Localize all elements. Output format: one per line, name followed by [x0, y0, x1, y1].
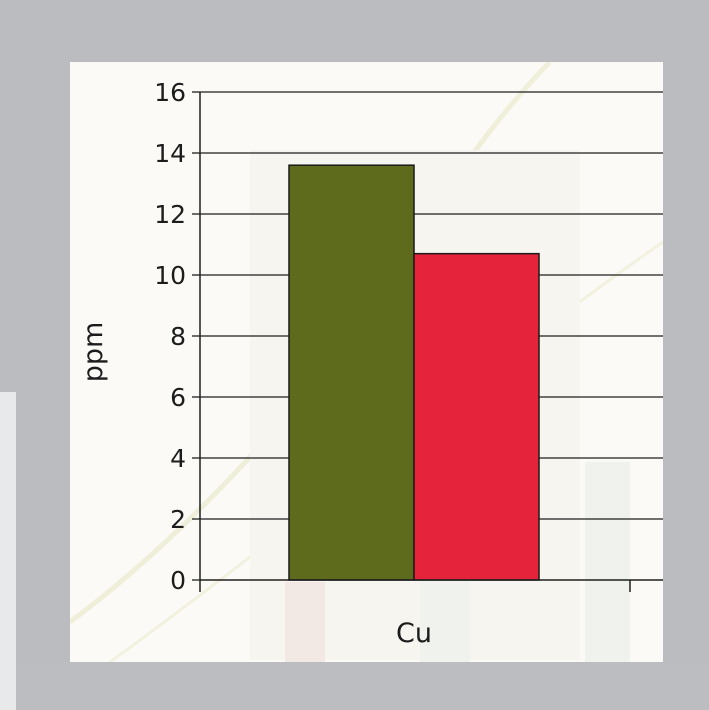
y-tick-label: 8 [170, 322, 186, 351]
bottom-gray-band [16, 662, 709, 710]
bar-series-1-cu [288, 164, 415, 581]
y-tick-label: 14 [154, 139, 186, 168]
y-tick-label: 10 [154, 261, 186, 290]
y-tick-label: 12 [154, 200, 186, 229]
bars [288, 164, 540, 581]
y-axis-title: ppm [78, 322, 109, 383]
y-tick-label: 6 [170, 383, 186, 412]
y-tick-label: 4 [170, 444, 186, 473]
y-tick-labels: 0 2 4 6 8 10 12 14 16 [154, 78, 200, 595]
left-light-strip [0, 392, 16, 710]
y-tick-label: 2 [170, 505, 186, 534]
bar-chart: 0 2 4 6 8 10 12 14 16 ppm Cu [70, 62, 663, 662]
category-label: Cu [396, 618, 432, 649]
bar-series-2-cu [413, 252, 540, 581]
y-tick-label: 0 [170, 566, 186, 595]
y-tick-label: 16 [154, 78, 186, 107]
